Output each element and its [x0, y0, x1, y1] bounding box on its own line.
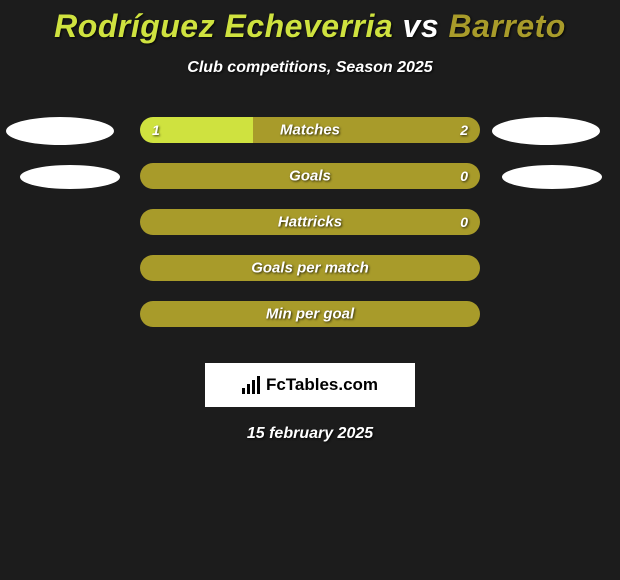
stat-label: Min per goal: [266, 306, 354, 323]
stat-label: Goals per match: [251, 260, 369, 277]
subtitle: Club competitions, Season 2025: [0, 59, 620, 77]
stat-value-right: 0: [460, 214, 468, 230]
stat-label: Hattricks: [278, 214, 342, 231]
logo-text: FcTables.com: [266, 375, 378, 395]
stat-bar-row: Min per goal: [140, 301, 480, 327]
stat-bar-row: Matches 1 2: [140, 117, 480, 143]
stat-bar-row: Goals per match: [140, 255, 480, 281]
stat-bar-row: Goals 0: [140, 163, 480, 189]
player1-name: Rodríguez Echeverria: [54, 8, 393, 44]
player-badge-ellipse: [502, 165, 602, 189]
stat-value-left: 1: [152, 122, 160, 138]
player-badge-ellipse: [492, 117, 600, 145]
vs-text: vs: [393, 8, 448, 44]
stat-value-right: 2: [460, 122, 468, 138]
player-badge-ellipse: [6, 117, 114, 145]
date-label: 15 february 2025: [0, 425, 620, 443]
comparison-bars: Matches 1 2 Goals 0 Hattricks 0 Goals per match…: [0, 117, 620, 357]
fctables-logo: FcTables.com: [205, 363, 415, 407]
stat-bar-row: Hattricks 0: [140, 209, 480, 235]
player2-name: Barreto: [449, 8, 566, 44]
comparison-infographic: Rodríguez Echeverria vs Barreto Club com…: [0, 0, 620, 443]
logo-chart-icon: [242, 376, 260, 394]
player-badge-ellipse: [20, 165, 120, 189]
stat-label: Goals: [289, 168, 331, 185]
page-title: Rodríguez Echeverria vs Barreto: [0, 8, 620, 45]
stat-value-right: 0: [460, 168, 468, 184]
stat-label: Matches: [280, 122, 340, 139]
